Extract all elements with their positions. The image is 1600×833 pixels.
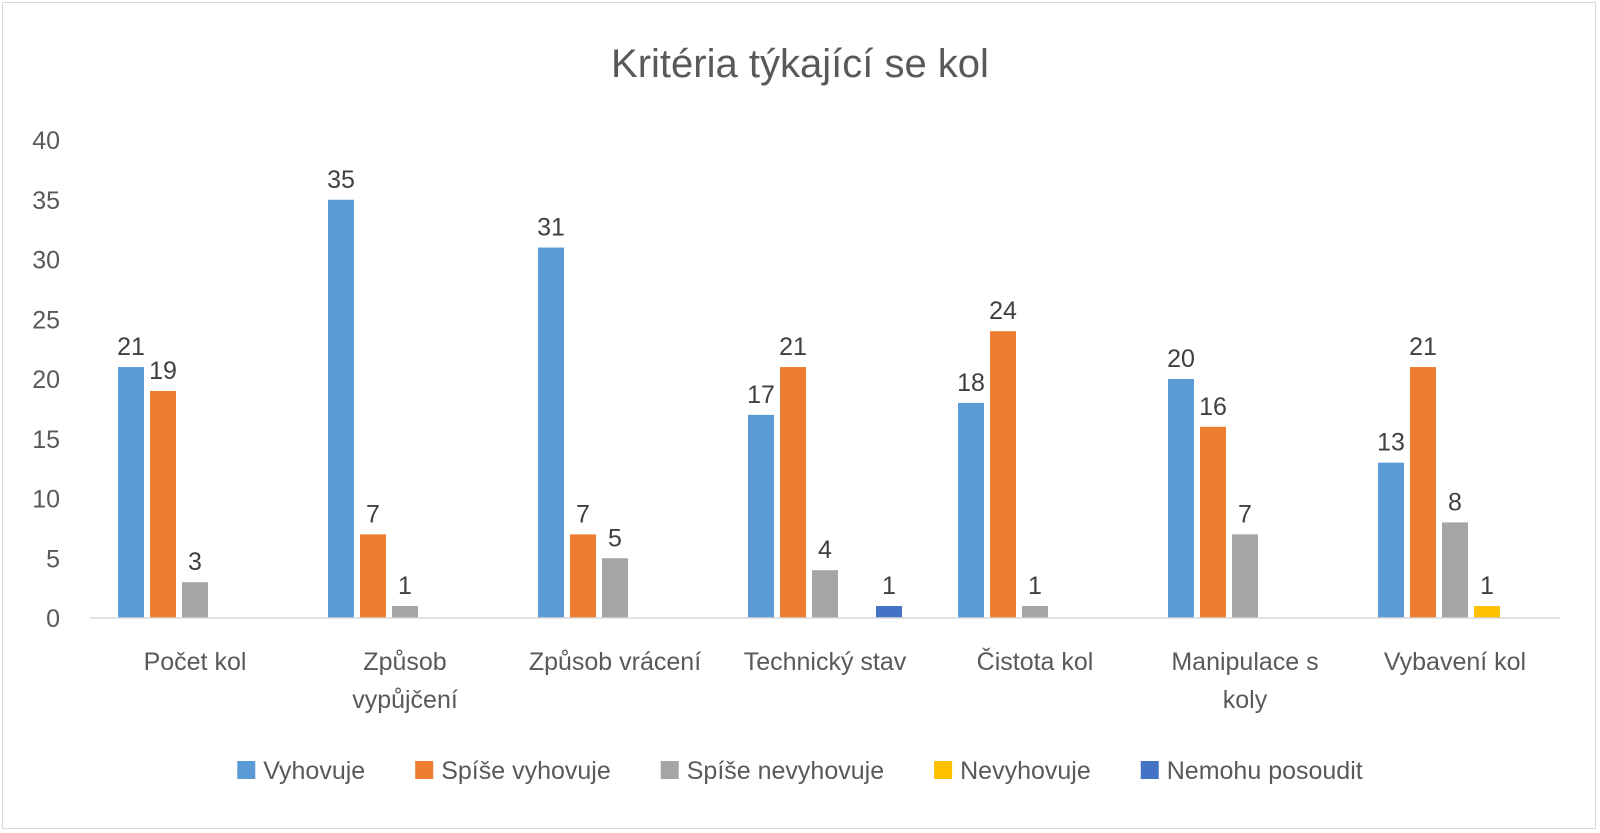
chart-title: Kritéria týkající se kol: [611, 42, 989, 86]
x-tick-label: Počet kol: [144, 648, 247, 676]
x-tick-label: Vybavení kol: [1384, 648, 1526, 676]
data-label: 21: [1409, 333, 1437, 361]
legend-swatch: [934, 761, 953, 779]
legend-label: Spíše nevyhovuje: [687, 757, 884, 785]
bar: [602, 558, 628, 618]
bar: [360, 534, 386, 618]
legend-label: Vyhovuje: [263, 757, 365, 785]
y-tick-label: 5: [46, 545, 60, 573]
bar: [876, 606, 902, 618]
bar: [1474, 606, 1500, 618]
data-label: 20: [1167, 345, 1195, 373]
data-label: 7: [366, 500, 380, 528]
legend-swatch: [660, 761, 679, 779]
y-tick-label: 25: [32, 306, 60, 334]
bar: [328, 199, 354, 618]
legend: Vyhovuje Spíše vyhovuje Spíše nevyhovuje Ne…: [237, 757, 1363, 785]
legend-swatch: [415, 761, 434, 779]
legend-item: Nevyhovuje: [934, 757, 1091, 785]
bar: [780, 367, 806, 618]
legend-item: Spíše nevyhovuje: [660, 757, 884, 785]
legend-swatch: [237, 761, 256, 779]
bar: [1378, 462, 1404, 618]
data-label: 17: [747, 381, 775, 409]
data-label: 16: [1199, 393, 1227, 421]
legend-label: Nemohu posoudit: [1167, 757, 1363, 785]
bar: [1022, 606, 1048, 618]
data-label: 35: [327, 166, 355, 194]
x-axis: Počet kol Způsob vypůjčení Způsob vrácení Te…: [90, 617, 1560, 714]
x-tick-label: koly: [1223, 686, 1268, 714]
y-tick-label: 0: [46, 605, 60, 633]
bar: [570, 534, 596, 618]
y-tick-label: 30: [32, 247, 60, 275]
legend-label: Spíše vyhovuje: [441, 757, 611, 785]
legend-item: Vyhovuje: [237, 757, 365, 785]
data-label: 7: [1238, 500, 1252, 528]
x-tick-label: Technický stav: [744, 648, 907, 676]
bar: [392, 606, 418, 618]
data-label: 24: [989, 297, 1017, 325]
bar: [1200, 426, 1226, 618]
y-tick-label: 15: [32, 426, 60, 454]
data-label: 1: [1028, 572, 1042, 600]
data-label: 4: [818, 536, 832, 564]
bar: [118, 367, 144, 618]
legend-swatch: [1140, 761, 1159, 779]
data-label: 13: [1377, 429, 1405, 457]
bar: [1410, 367, 1436, 618]
y-tick-label: 10: [32, 486, 60, 514]
y-tick-label: 35: [32, 187, 60, 215]
bar: [990, 331, 1016, 618]
data-label: 5: [608, 524, 622, 552]
x-tick-label: Způsob vrácení: [529, 648, 701, 676]
x-tick-label: Čistota kol: [977, 647, 1094, 676]
data-label: 7: [576, 500, 590, 528]
legend-label: Nevyhovuje: [960, 757, 1091, 785]
x-tick-label: Způsob: [363, 648, 446, 676]
data-label: 31: [537, 214, 565, 242]
bar: [958, 402, 984, 618]
data-label: 8: [1448, 488, 1462, 516]
data-label: 1: [398, 572, 412, 600]
bars: [118, 199, 1500, 619]
data-label: 18: [957, 369, 985, 397]
bar: [150, 390, 176, 618]
data-label: 21: [117, 333, 145, 361]
data-label: 1: [882, 572, 896, 600]
bar: [1442, 522, 1468, 618]
data-label: 3: [188, 548, 202, 576]
bar: [182, 582, 208, 618]
y-tick-label: 40: [32, 127, 60, 155]
x-tick-label: Manipulace s: [1171, 648, 1318, 676]
bar: [812, 570, 838, 618]
data-label: 19: [149, 357, 177, 385]
y-tick-label: 20: [32, 366, 60, 394]
bar: [1232, 534, 1258, 618]
y-axis: 0 5 10 15 20 25 30 35 40: [32, 127, 60, 633]
data-label: 21: [779, 333, 807, 361]
bar: [1168, 379, 1194, 618]
legend-item: Spíše vyhovuje: [415, 757, 611, 785]
bar: [748, 414, 774, 618]
x-tick-label: vypůjčení: [352, 686, 458, 714]
bar: [538, 247, 564, 619]
data-label: 1: [1480, 572, 1494, 600]
legend-item: Nemohu posoudit: [1140, 757, 1363, 785]
